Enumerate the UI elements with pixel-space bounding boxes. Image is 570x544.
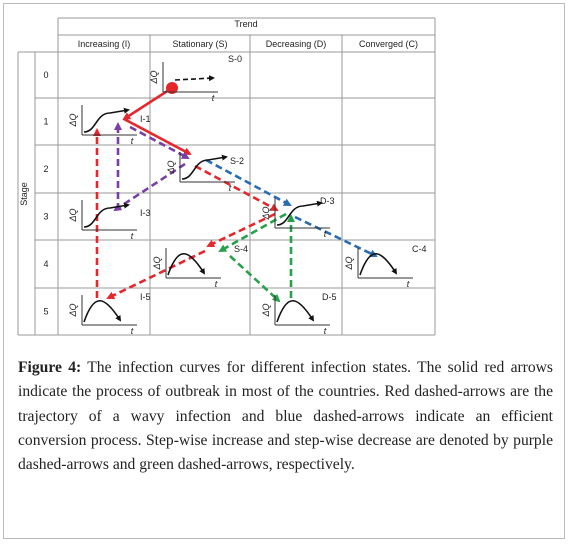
arrow-purple xyxy=(113,162,186,212)
caption: Figure 4: The infection curves for diffe… xyxy=(18,356,553,477)
column-header: Converged (C) xyxy=(359,39,418,49)
column-header: Stationary (S) xyxy=(172,39,227,49)
panel-y-label: ΔQ xyxy=(261,303,271,317)
panel-label: I-1 xyxy=(140,114,151,124)
panel-curve xyxy=(83,300,122,323)
column-header: Decreasing (D) xyxy=(266,39,327,49)
panel-x-label: t xyxy=(215,279,218,289)
arrow-purple xyxy=(129,125,190,160)
panel-label: S-2 xyxy=(230,156,244,166)
arrow-blue xyxy=(294,215,378,258)
panel-label: D-5 xyxy=(322,292,337,302)
arrow-red xyxy=(122,86,173,121)
panel-curve xyxy=(276,300,315,323)
stage-number: 2 xyxy=(43,164,48,174)
stage-number: 0 xyxy=(43,70,48,80)
panel-curve xyxy=(359,253,398,276)
panel-y-label: ΔQ xyxy=(261,206,271,220)
panel-y-label: ΔQ xyxy=(68,303,78,317)
panel-x-label: t xyxy=(131,136,134,146)
panel-x-label: t xyxy=(212,93,215,103)
panel-y-label: ΔQ xyxy=(344,256,354,270)
stage-number: 5 xyxy=(43,307,48,317)
arrow-blue xyxy=(205,158,292,207)
arrow-red xyxy=(106,249,206,300)
panel-curve xyxy=(174,75,215,82)
stage-number: 3 xyxy=(43,212,48,222)
figure: Trend Stage Increasing (I) Stationary (S)… xyxy=(17,17,436,336)
panel-curve xyxy=(83,202,130,228)
panel-curve xyxy=(83,107,130,133)
outbreak-start xyxy=(166,82,178,94)
panel-x-label: t xyxy=(131,326,134,336)
panel-x-label: t xyxy=(229,183,232,193)
stage-number: 1 xyxy=(43,117,48,127)
panel-y-label: ΔQ xyxy=(152,256,162,270)
panel-curve xyxy=(167,253,206,276)
arrow-red xyxy=(123,117,192,156)
panel-x-label: t xyxy=(131,231,134,241)
arrow-green xyxy=(218,212,287,253)
panel-x-label: t xyxy=(324,326,327,336)
arrow-red xyxy=(194,164,279,212)
arrow-red xyxy=(206,212,276,248)
panel-x-label: t xyxy=(324,229,327,239)
panel-curve xyxy=(181,154,228,180)
panel-y-label: ΔQ xyxy=(68,113,78,127)
stage-label: Stage xyxy=(19,182,29,206)
arrow-green xyxy=(229,255,281,303)
column-header: Increasing (I) xyxy=(78,39,131,49)
frame xyxy=(3,3,565,539)
panel-x-label: t xyxy=(407,279,410,289)
panel-label: C-4 xyxy=(412,244,427,254)
panel-label: S-4 xyxy=(234,244,248,254)
caption-text: The infection curves for different infec… xyxy=(18,359,553,474)
panel-label: D-3 xyxy=(320,196,335,206)
stage-number: 4 xyxy=(43,259,48,269)
panel-curve xyxy=(276,200,323,226)
caption-label: Figure 4: xyxy=(18,359,82,376)
panel-y-label: ΔQ xyxy=(166,160,176,174)
panel-label: I-5 xyxy=(140,292,151,302)
panel-y-label: ΔQ xyxy=(149,70,159,84)
panel-y-label: ΔQ xyxy=(68,208,78,222)
panel-label: S-0 xyxy=(228,54,242,64)
trend-header: Trend xyxy=(234,19,257,29)
panel-label: I-3 xyxy=(140,208,151,218)
